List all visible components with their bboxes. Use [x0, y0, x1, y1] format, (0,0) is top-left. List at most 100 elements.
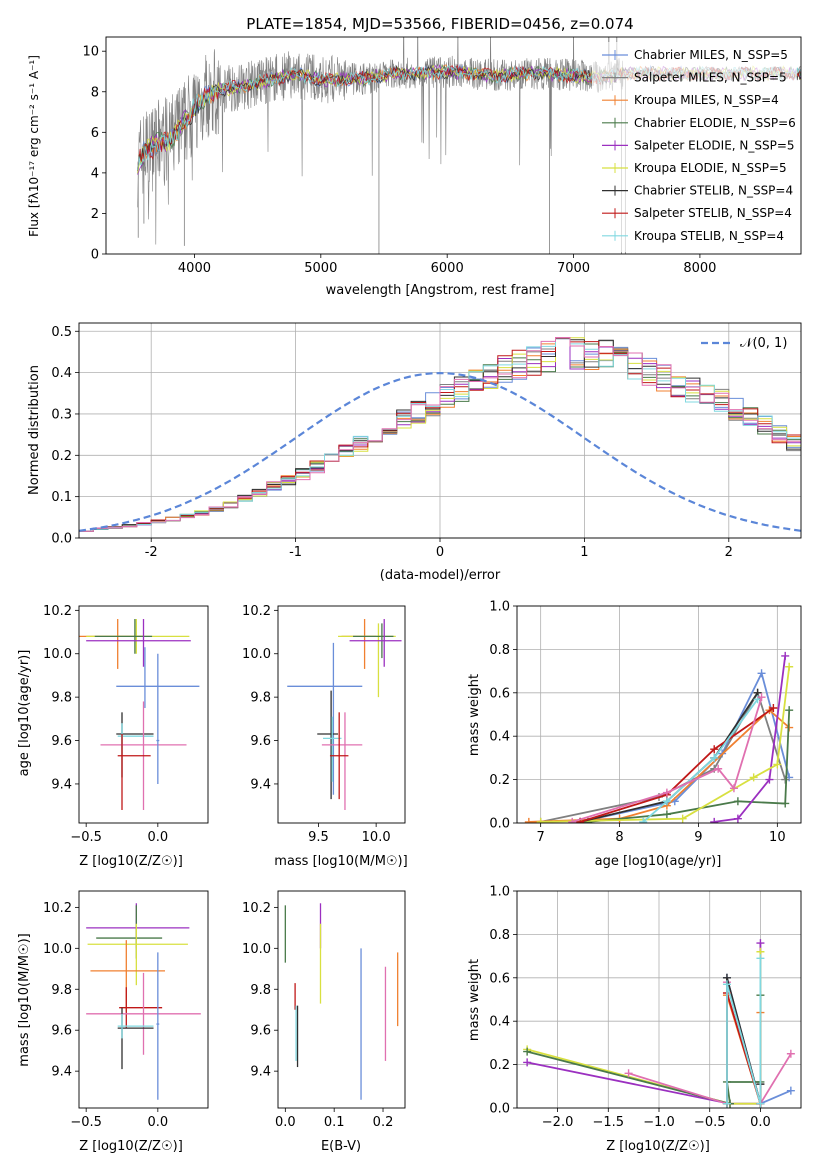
- axes-frame: [277, 605, 406, 824]
- y-tick-label: 0.6: [489, 686, 510, 701]
- weight-marker-9-3: [729, 784, 738, 793]
- y-tick-label: 0: [91, 248, 99, 263]
- weight-marker-5-1: [678, 814, 687, 823]
- y-tick-label: 9.6: [250, 734, 271, 749]
- mass-vs-Z-panel: −0.5 0.0 9.4 9.6 9.8 10.0 10.2: [43, 890, 209, 1130]
- spectrum-ylabel: Flux [fλ10⁻¹⁷ erg cm⁻² s⁻¹ A⁻¹]: [27, 55, 41, 237]
- y-tick-label: 10.2: [242, 901, 271, 916]
- y-tick-label: 0.4: [489, 730, 510, 745]
- weight-marker-4-0: [710, 817, 719, 823]
- spectrum-panel: 4000 5000 6000 7000 8000 0 2 4 6 8 10 Chabrier MILE…: [82, 36, 802, 276]
- legend-label-1: Salpeter MILES, N_SSP=5: [634, 71, 787, 85]
- y-tick-label: 9.8: [250, 691, 271, 706]
- y-tick-label: 9.6: [51, 734, 72, 749]
- weight-line-7: [579, 707, 774, 823]
- weight-marker-8-2: [710, 753, 719, 762]
- legend-label-7: Salpeter STELIB, N_SSP=4: [634, 206, 792, 220]
- y-tick-label: 8: [91, 85, 99, 100]
- histogram-series-9: [79, 337, 801, 538]
- weight-marker-8-3: [756, 954, 765, 963]
- plot-area: [284, 903, 399, 1100]
- x-tick-label: −1.5: [592, 1115, 624, 1130]
- x-tick-label: 0.1: [324, 1115, 345, 1130]
- x-tick-label: 0.2: [373, 1115, 394, 1130]
- weight-marker-9-1: [662, 788, 671, 797]
- x-tick-label: 7: [537, 830, 545, 845]
- weight-marker-4-0: [624, 1069, 633, 1078]
- mw-age-xlabel: age [log10(age/yr)]: [595, 854, 722, 869]
- plot-area: [79, 619, 200, 810]
- y-tick-label: 9.4: [250, 777, 271, 792]
- y-tick-label: 0.0: [489, 817, 510, 832]
- x-tick-label: −1.0: [643, 1115, 675, 1130]
- weight-marker-3-0: [523, 1047, 532, 1056]
- y-tick-label: 0.8: [489, 643, 510, 658]
- y-tick-label: 0.4: [489, 1015, 510, 1030]
- y-tick-label: 0.5: [51, 325, 72, 340]
- y-tick-label: 0.8: [489, 928, 510, 943]
- x-tick-label: 4000: [178, 261, 211, 276]
- y-tick-label: 0.2: [51, 449, 72, 464]
- weight-marker-8-2: [756, 1099, 765, 1108]
- legend-label-6: Chabrier STELIB, N_SSP=4: [634, 184, 793, 198]
- weight-marker-7-3: [769, 703, 778, 712]
- plot-area: [79, 337, 801, 538]
- x-tick-label: 0.0: [147, 1115, 168, 1130]
- y-tick-label: 6: [91, 126, 99, 141]
- mass-weight-vs-Z-panel: −2.0 −1.5 −1.0 −0.5 0.0 0.0 0.2 0.4 0.6 0.8 1.0: [489, 885, 802, 1130]
- y-tick-label: 9.4: [51, 777, 72, 792]
- y-tick-label: 1.0: [489, 600, 510, 615]
- y-tick-label: 10.2: [43, 901, 72, 916]
- x-tick-label: 6000: [431, 261, 464, 276]
- y-tick-label: 0.3: [51, 407, 72, 422]
- x-tick-label: 10: [769, 830, 786, 845]
- y-tick-label: 0.1: [51, 490, 72, 505]
- y-tick-label: 9.6: [250, 1024, 271, 1039]
- age-mass-xlabel: mass [log10(M/M☉)]: [274, 854, 407, 869]
- x-tick-label: 8: [615, 830, 623, 845]
- plot-area: [524, 651, 794, 823]
- age-vs-Z-panel: −0.5 0.0 9.4 9.6 9.8 10.0 10.2: [43, 604, 209, 845]
- plot-area: [86, 903, 201, 1100]
- mass-vs-EBV-panel: 0.0 0.1 0.2 9.4 9.6 9.8 10.0 10.2: [242, 890, 406, 1130]
- x-tick-label: −2.0: [542, 1115, 574, 1130]
- x-tick-label: 8000: [683, 261, 716, 276]
- y-tick-label: 9.8: [51, 691, 72, 706]
- axes-frame: [78, 605, 209, 824]
- y-tick-label: 1.0: [489, 885, 510, 900]
- x-tick-label: 2: [725, 545, 733, 560]
- age-vs-mass-panel: 9.5 10.0 9.4 9.6 9.8 10.0 10.2: [242, 604, 406, 845]
- weight-marker-9-2: [714, 764, 723, 773]
- y-tick-label: 9.6: [51, 1024, 72, 1039]
- axes-frame: [516, 890, 802, 1109]
- y-tick-label: 10.0: [43, 942, 72, 957]
- y-tick-label: 9.8: [250, 983, 271, 998]
- weight-marker-8-1: [662, 797, 671, 806]
- weight-marker-4-2: [765, 775, 774, 784]
- weight-marker-3-2: [733, 797, 742, 806]
- weight-line-8: [642, 698, 759, 823]
- legend-label-3: Chabrier ELODIE, N_SSP=6: [634, 116, 796, 130]
- axes-frame: [277, 890, 406, 1109]
- weight-marker-4-3: [781, 651, 790, 660]
- y-tick-label: 2: [91, 207, 99, 222]
- weight-marker-3-3: [781, 799, 790, 808]
- weight-marker-0-3: [757, 669, 766, 678]
- weight-marker-8-0: [639, 817, 648, 823]
- mass-Z-xlabel: Z [log10(Z/Z☉)]: [79, 1139, 183, 1154]
- weight-marker-7-2: [710, 745, 719, 754]
- plot-area: [523, 939, 795, 1108]
- weight-marker-3-1: [662, 810, 671, 819]
- y-tick-label: 0.2: [489, 1058, 510, 1073]
- x-tick-label: 9.5: [308, 830, 329, 845]
- weight-marker-5-3: [773, 760, 782, 769]
- x-tick-label: -1: [289, 545, 302, 560]
- spectrum-xlabel: wavelength [Angstrom, rest frame]: [326, 283, 555, 298]
- x-tick-label: 0.0: [750, 1115, 771, 1130]
- y-tick-label: 9.8: [51, 983, 72, 998]
- y-tick-label: 10.2: [242, 604, 271, 619]
- y-tick-label: 0.0: [489, 1102, 510, 1117]
- y-tick-label: 10.0: [242, 647, 271, 662]
- y-tick-label: 0.0: [51, 532, 72, 547]
